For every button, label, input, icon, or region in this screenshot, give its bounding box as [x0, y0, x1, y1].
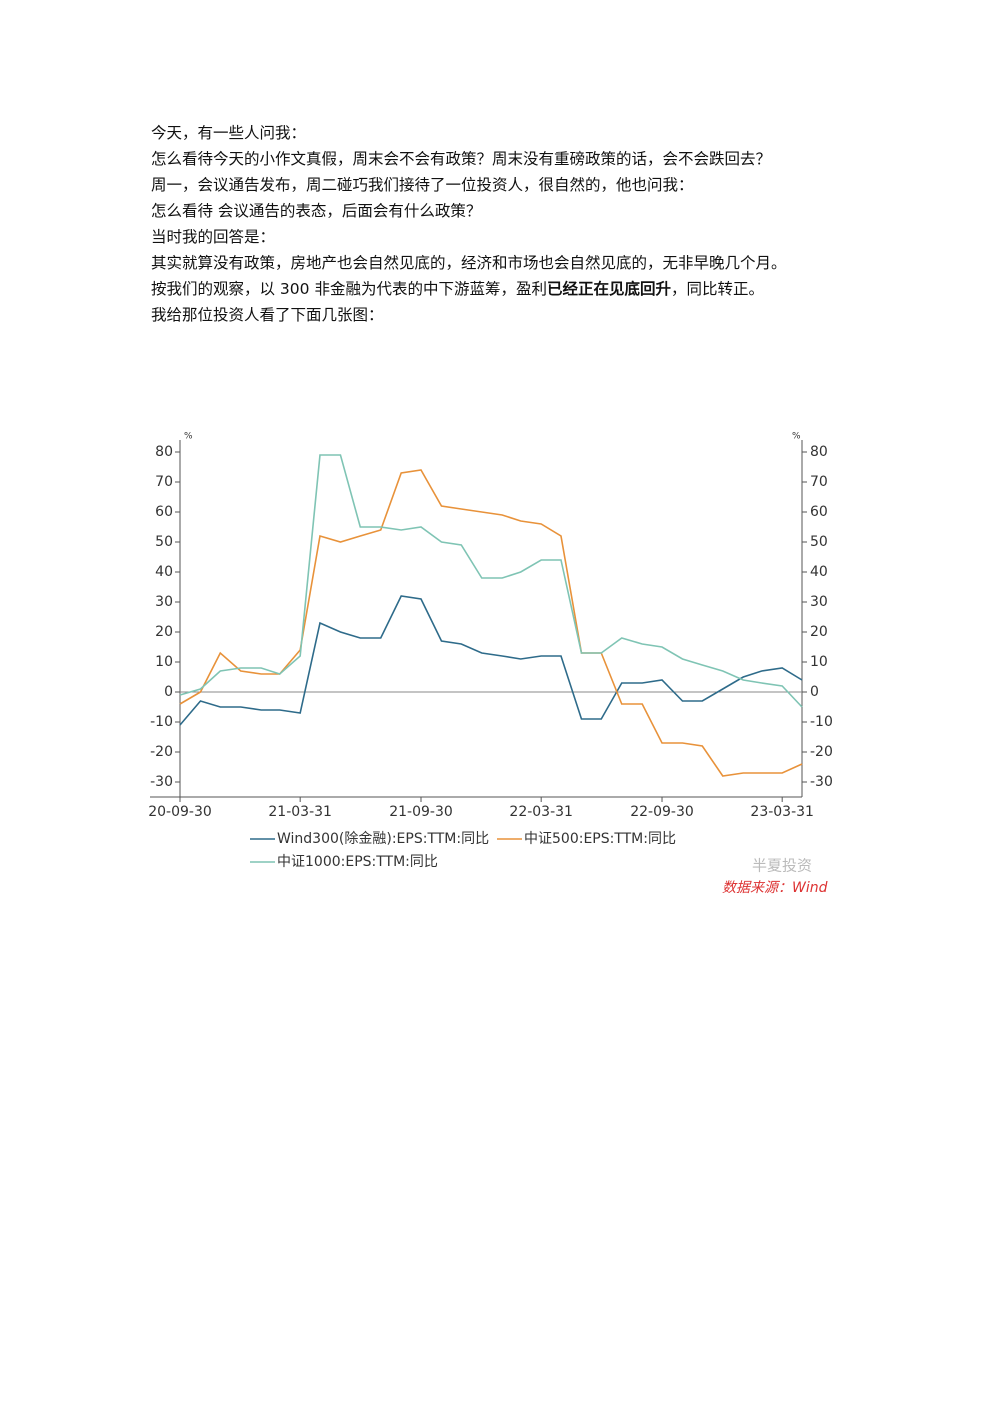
x-tick-label: 21-03-31: [268, 804, 332, 820]
paragraph: 按我们的观察，以 300 非金融为代表的中下游蓝筹，盈利已经正在见底回升，同比转…: [151, 276, 845, 302]
y-tick-label: 30: [810, 594, 828, 610]
x-tick-label: 23-03-31: [750, 804, 814, 820]
y-tick-label: -20: [810, 744, 833, 760]
y-tick-label: -20: [150, 744, 173, 760]
paragraph: 怎么看待今天的小作文真假，周末会不会有政策？周末没有重磅政策的话，会不会跌回去？: [151, 150, 772, 168]
y-tick-label: 50: [155, 534, 173, 550]
y-tick-label: 10: [810, 654, 828, 670]
x-tick-label: 22-09-30: [630, 804, 694, 820]
series-line: [179, 595, 803, 726]
series-line: [179, 454, 803, 708]
x-tick-label: 21-09-30: [389, 804, 453, 820]
y-tick-label: 20: [810, 624, 828, 640]
x-tick-label: 20-09-30: [148, 804, 212, 820]
y-tick-label: -10: [810, 714, 833, 730]
y-tick-label: 0: [810, 684, 819, 700]
paragraph: 当时我的回答是：: [151, 228, 276, 246]
y-tick-label: 30: [155, 594, 173, 610]
y-tick-label: 60: [810, 504, 828, 520]
text: 按我们的观察，以 300 非金融为代表的中下游蓝筹，盈利: [151, 280, 547, 298]
y-tick-label: 80: [810, 444, 828, 460]
y-tick-label: 70: [155, 474, 173, 490]
source-note: 数据来源：Wind: [722, 880, 828, 896]
bold-text: 已经正在见底回升: [546, 280, 671, 298]
y-tick-label: 40: [155, 564, 173, 580]
paragraph: 今天，有一些人问我：: [151, 124, 307, 142]
legend-label: 中证1000:EPS:TTM:同比: [277, 854, 438, 870]
x-tick-label: 22-03-31: [509, 804, 573, 820]
y-tick-label: 10: [155, 654, 173, 670]
legend-label: Wind300(除金融):EPS:TTM:同比: [277, 831, 489, 847]
axis-unit: %: [184, 432, 193, 442]
y-tick-label: 70: [810, 474, 828, 490]
y-tick-label: 50: [810, 534, 828, 550]
paragraph: 其实就算没有政策，房地产也会自然见底的，经济和市场也会自然见底的，无非早晚几个月…: [151, 254, 787, 272]
y-tick-label: -30: [810, 774, 833, 790]
y-tick-label: 60: [155, 504, 173, 520]
y-tick-label: -10: [150, 714, 173, 730]
y-tick-label: 0: [164, 684, 173, 700]
watermark: 半夏投资: [752, 857, 812, 875]
y-tick-label: 40: [810, 564, 828, 580]
y-tick-label: 80: [155, 444, 173, 460]
axis-unit: %: [792, 432, 801, 442]
text: ，同比转正。: [670, 280, 764, 298]
paragraph: 周一，会议通告发布，周二碰巧我们接待了一位投资人，很自然的，他也问我：: [151, 176, 694, 194]
document-text: 今天，有一些人问我： 怎么看待今天的小作文真假，周末会不会有政策？周末没有重磅政策…: [151, 120, 845, 328]
legend-label: 中证500:EPS:TTM:同比: [524, 831, 676, 847]
paragraph: 我给那位投资人看了下面几张图：: [151, 306, 384, 324]
y-tick-label: -30: [150, 774, 173, 790]
series-line: [179, 469, 803, 777]
y-tick-label: 20: [155, 624, 173, 640]
paragraph: 怎么看待 会议通告的表态，后面会有什么政策？: [151, 202, 482, 220]
